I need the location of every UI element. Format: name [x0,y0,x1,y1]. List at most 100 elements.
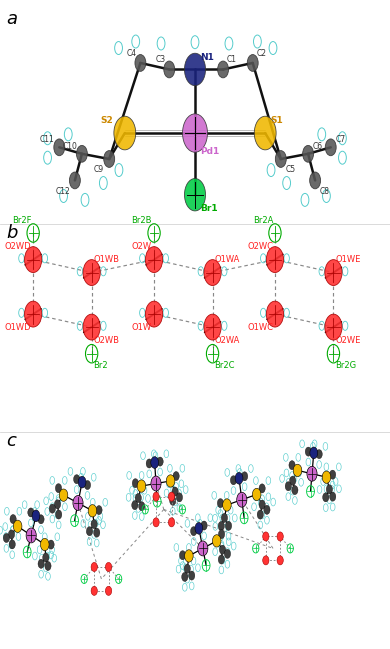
Ellipse shape [151,476,161,491]
Text: C2: C2 [257,49,267,58]
Text: O1WA: O1WA [215,255,240,264]
Ellipse shape [55,484,62,493]
Ellipse shape [166,475,175,487]
Ellipse shape [176,493,183,502]
Ellipse shape [49,504,55,513]
Ellipse shape [264,506,270,515]
Ellipse shape [277,556,283,565]
Ellipse shape [247,55,258,71]
Ellipse shape [54,500,60,509]
Ellipse shape [164,61,175,78]
Ellipse shape [105,586,112,595]
Ellipse shape [230,476,237,485]
Ellipse shape [10,515,16,524]
Text: N1: N1 [200,53,215,62]
Ellipse shape [218,521,224,530]
Ellipse shape [224,549,230,558]
Ellipse shape [94,528,100,537]
Ellipse shape [25,247,42,273]
Ellipse shape [105,563,112,572]
Text: S1: S1 [270,116,283,125]
Text: C10: C10 [62,141,77,151]
Ellipse shape [266,247,284,273]
Text: C1: C1 [227,55,237,64]
Ellipse shape [263,556,269,565]
Ellipse shape [3,533,9,543]
Ellipse shape [38,515,44,524]
Ellipse shape [88,505,97,517]
Ellipse shape [91,520,97,529]
Ellipse shape [132,479,138,488]
Ellipse shape [241,472,248,481]
Ellipse shape [292,485,298,495]
Ellipse shape [168,518,175,527]
Ellipse shape [91,586,98,595]
Ellipse shape [96,506,102,515]
Ellipse shape [220,545,226,554]
Ellipse shape [184,178,206,211]
Ellipse shape [28,508,34,517]
Ellipse shape [285,482,291,491]
Ellipse shape [237,492,247,508]
Ellipse shape [275,151,286,167]
Ellipse shape [78,476,86,488]
Ellipse shape [293,464,302,476]
Ellipse shape [83,260,100,286]
Ellipse shape [48,540,54,549]
Ellipse shape [137,480,146,492]
Ellipse shape [173,472,179,481]
Text: O1WC: O1WC [247,323,273,332]
Text: O2WE: O2WE [335,336,361,345]
Ellipse shape [104,151,115,167]
Ellipse shape [54,139,65,156]
Ellipse shape [184,564,190,573]
Text: C12: C12 [55,187,70,196]
Ellipse shape [290,476,296,485]
Ellipse shape [325,139,336,156]
Ellipse shape [170,496,176,506]
Text: Br2F: Br2F [12,216,31,225]
Text: Br2C: Br2C [215,361,235,371]
Text: C7: C7 [335,135,346,144]
Ellipse shape [59,489,68,501]
Ellipse shape [305,447,312,456]
Ellipse shape [225,521,232,530]
Ellipse shape [41,539,49,551]
Text: Pd1: Pd1 [200,147,220,156]
Text: Br1: Br1 [200,204,218,214]
Ellipse shape [8,530,14,539]
Text: b: b [6,224,17,242]
Text: Br2: Br2 [94,361,108,371]
Text: O1WE: O1WE [335,255,361,264]
Ellipse shape [45,561,51,570]
Ellipse shape [135,493,142,502]
Ellipse shape [217,498,223,508]
Ellipse shape [184,53,206,86]
Ellipse shape [307,466,317,482]
Ellipse shape [26,528,36,543]
Ellipse shape [330,470,336,479]
Text: O2WD: O2WD [5,242,31,251]
Ellipse shape [213,535,221,547]
Ellipse shape [235,472,243,484]
Text: C3: C3 [155,55,165,64]
Ellipse shape [198,541,208,556]
Ellipse shape [259,500,265,509]
Ellipse shape [138,502,145,511]
Ellipse shape [168,492,175,501]
Ellipse shape [195,522,203,534]
Ellipse shape [87,527,93,536]
Ellipse shape [263,532,269,541]
Ellipse shape [325,260,342,286]
Text: O1WD: O1WD [5,323,31,332]
Ellipse shape [252,488,261,500]
Ellipse shape [326,485,333,494]
Text: Br2G: Br2G [335,361,356,371]
Text: S2: S2 [100,116,113,125]
Ellipse shape [43,553,49,562]
Text: C5: C5 [286,165,296,175]
Text: Br2B: Br2B [131,216,152,225]
Ellipse shape [25,301,42,327]
Text: O2WC: O2WC [247,242,273,251]
Ellipse shape [266,301,284,327]
